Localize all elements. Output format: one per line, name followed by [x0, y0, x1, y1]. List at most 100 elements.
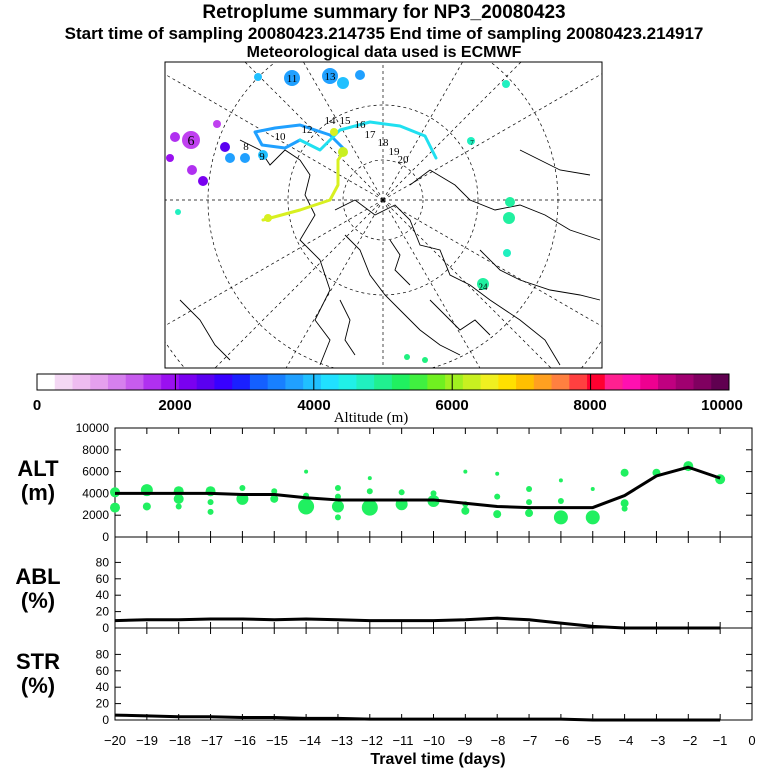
svg-text:−19: −19 [136, 733, 158, 748]
svg-text:−5: −5 [587, 733, 602, 748]
cb-tick: 6000 [435, 397, 468, 414]
alt-scatter-point [173, 493, 184, 504]
alt-scatter-point [304, 469, 309, 474]
altitude-colorbar [36, 373, 730, 391]
colorbar-swatch [604, 374, 624, 390]
svg-text:13: 13 [325, 71, 337, 83]
svg-text:−12: −12 [361, 733, 383, 748]
svg-text:11: 11 [287, 73, 298, 85]
colorbar-swatch [72, 374, 91, 390]
colorbar-swatch [356, 374, 375, 390]
cb-tick: 4000 [297, 397, 330, 414]
alt-scatter-point [366, 488, 373, 495]
alt-scatter-point [494, 493, 501, 500]
cb-tick: 8000 [573, 397, 606, 414]
y-tick-label: 80 [96, 555, 110, 569]
svg-text:−17: −17 [201, 733, 223, 748]
svg-text:−16: −16 [234, 733, 256, 748]
colorbar-swatch [143, 374, 162, 390]
y-tick-label: 60 [96, 664, 110, 678]
alt-scatter-point [620, 468, 629, 477]
alt-scatter-point [331, 500, 344, 513]
svg-text:−4: −4 [619, 733, 634, 748]
colorbar-swatch [569, 374, 588, 390]
y-tick-label: 40 [96, 680, 110, 694]
svg-text:19: 19 [389, 146, 401, 158]
colorbar-swatch [693, 374, 712, 390]
alt-scatter-point [110, 502, 120, 513]
alt-scatter-point [493, 510, 502, 519]
y-tick-label: 20 [96, 697, 110, 711]
alt-label-line2: (m) [21, 480, 55, 505]
y-tick-label: 2000 [82, 508, 109, 522]
svg-text:−2: −2 [683, 733, 698, 748]
alt-scatter-point [526, 499, 533, 506]
y-tick-label: 0 [102, 530, 109, 544]
colorbar-swatch [658, 374, 677, 390]
chart-marks: 0 2000 4000 6000 8000 10000 0 20 40 60 80 0 20 40 60 80 [76, 421, 753, 727]
colorbar-swatch [125, 374, 144, 390]
svg-text:14: 14 [325, 115, 337, 127]
svg-text:0: 0 [748, 733, 755, 748]
colorbar-swatch [54, 374, 73, 390]
y-tick-label: 4000 [82, 486, 109, 500]
y-tick-label: 60 [96, 572, 110, 586]
svg-text:−14: −14 [299, 733, 321, 748]
colorbar-label: Altitude (m) [334, 410, 409, 426]
alt-scatter-point [334, 484, 341, 491]
svg-text:−3: −3 [651, 733, 666, 748]
cb-tick: 0 [33, 397, 41, 414]
svg-text:−1: −1 [713, 733, 728, 748]
alt-scatter-point [525, 509, 534, 518]
alt-label-line1: ALT [17, 456, 59, 481]
colorbar-swatch [214, 374, 233, 390]
x-tick-labels: −20 −19 −18 −17 −16 −15 −14 −13 −12 −11 … [104, 733, 756, 748]
colorbar-swatch [303, 374, 322, 390]
svg-text:18: 18 [378, 137, 390, 149]
alt-scatter-point [142, 502, 151, 511]
colorbar-swatch [374, 374, 393, 390]
svg-text:24: 24 [479, 282, 489, 292]
svg-text:6: 6 [188, 134, 195, 149]
map-grid: 6 7 8 9 10 11 12 13 14 15 16 17 18 19 20… [165, 62, 602, 368]
alt-panel: 0 2000 4000 6000 8000 10000 [76, 421, 753, 544]
str-label-line2: (%) [21, 673, 55, 698]
svg-text:12: 12 [302, 124, 313, 136]
colorbar-swatch [427, 374, 446, 390]
abl-label-line1: ABL [15, 564, 60, 589]
x-axis-label: Travel time (days) [370, 751, 505, 768]
svg-text:−11: −11 [392, 733, 413, 748]
point-labels: 6 7 8 9 10 11 12 13 14 15 16 17 18 19 20… [188, 71, 489, 292]
y-tick-label: 0 [102, 713, 109, 727]
colorbar-swatch [90, 374, 109, 390]
alt-scatter-point [367, 476, 372, 481]
colorbar-swatch [267, 374, 286, 390]
met-data-note: Meteorological data used is ECMWF [246, 44, 522, 61]
str-label-line1: STR [16, 649, 60, 674]
alt-scatter-point [585, 510, 600, 525]
colorbar-swatch [711, 374, 730, 390]
colorbar-swatch [249, 374, 269, 390]
svg-text:−6: −6 [555, 733, 570, 748]
colorbar-swatch [161, 374, 180, 390]
y-tick-label: 0 [102, 621, 109, 635]
colorbar-frame [36, 373, 730, 391]
svg-text:7: 7 [470, 139, 474, 147]
colorbar-swatch [675, 374, 695, 390]
colorbar-swatch [196, 374, 215, 390]
svg-text:−9: −9 [458, 733, 473, 748]
svg-text:−7: −7 [523, 733, 538, 748]
alt-scatter-point [207, 508, 214, 515]
colorbar-swatch [498, 374, 517, 390]
svg-text:−13: −13 [331, 733, 353, 748]
alt-scatter-point [239, 484, 246, 491]
alt-scatter-point [334, 514, 341, 521]
abl-label-line2: (%) [21, 588, 55, 613]
abl-panel: 0 20 40 60 80 [96, 537, 753, 635]
colorbar-swatch [516, 374, 535, 390]
alt-scatter-point [298, 498, 315, 515]
alt-line [115, 465, 721, 510]
colorbar-swatch [587, 374, 606, 390]
colorbar-swatch [462, 374, 482, 390]
plume-trajectory [253, 120, 438, 222]
